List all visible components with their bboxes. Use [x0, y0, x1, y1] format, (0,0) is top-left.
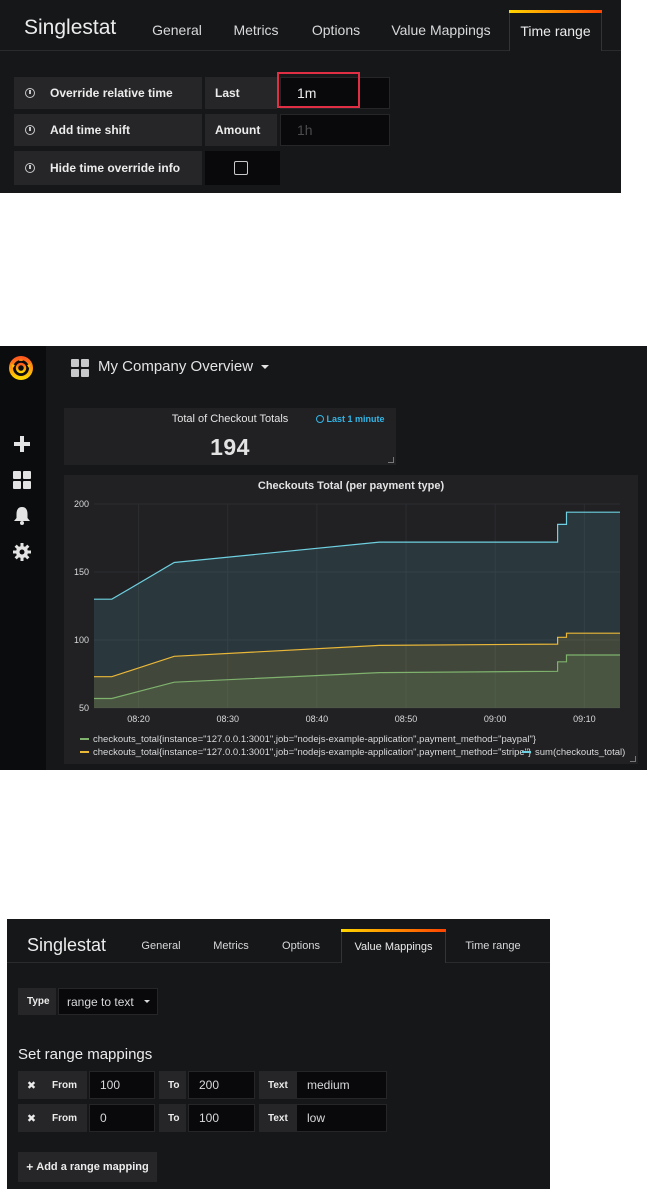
type-label: Type	[18, 988, 56, 1015]
x-tick-label: 08:50	[395, 714, 418, 724]
legend-item-paypal[interactable]: checkouts_total{instance="127.0.0.1:3001…	[80, 734, 536, 745]
series-line[interactable]	[94, 511, 620, 600]
last-label: Last	[205, 77, 277, 109]
x-tick-label: 09:10	[573, 714, 596, 724]
add-range-mapping-button[interactable]: + Add a range mapping	[18, 1152, 157, 1182]
editor-header: Singlestat General Metrics Options Value…	[7, 919, 550, 963]
configuration-gear-icon[interactable]	[12, 542, 32, 562]
clock-icon	[316, 415, 324, 423]
type-select[interactable]: range to text	[58, 988, 158, 1015]
clock-icon	[25, 125, 35, 135]
amount-label: Amount	[205, 114, 277, 146]
plus-icon: +	[26, 1160, 34, 1174]
value-mappings-editor: Singlestat General Metrics Options Value…	[7, 919, 550, 1189]
to-input[interactable]: 200	[188, 1071, 255, 1099]
panel-type-title: Singlestat	[24, 16, 117, 39]
legend-swatch	[80, 738, 89, 741]
to-label: To	[159, 1071, 186, 1099]
text-input[interactable]: medium	[296, 1071, 387, 1099]
dashboards-grid-icon[interactable]	[12, 470, 32, 490]
resize-handle-icon[interactable]	[630, 756, 636, 762]
hide-time-override-checkbox-cell[interactable]	[205, 151, 280, 185]
highlight-box	[277, 72, 360, 108]
hide-time-override-info-label: Hide time override info	[14, 151, 202, 185]
to-label: To	[159, 1104, 186, 1132]
text-label: Text	[259, 1071, 296, 1099]
panel-title[interactable]: Checkouts Total (per payment type)	[257, 480, 445, 492]
series-area	[94, 512, 620, 708]
x-tick-label: 08:30	[216, 714, 239, 724]
legend-item-sum[interactable]: sum(checkouts_total)	[522, 747, 625, 758]
from-input[interactable]: 0	[89, 1104, 155, 1132]
tab-general[interactable]: General	[152, 22, 202, 38]
legend-item-stripe[interactable]: checkouts_total{instance="127.0.0.1:3001…	[80, 747, 531, 758]
y-tick-label: 200	[74, 499, 89, 509]
caret-down-icon	[143, 1000, 150, 1003]
y-tick-label: 100	[74, 635, 89, 645]
side-menu	[0, 346, 46, 770]
graph-panel[interactable]: Checkouts Total (per payment type) 200 15…	[64, 475, 638, 764]
remove-mapping-button[interactable]: ✖	[18, 1071, 45, 1099]
y-tick-label: 50	[79, 703, 89, 713]
tab-metrics[interactable]: Metrics	[233, 22, 279, 38]
create-plus-icon[interactable]	[12, 434, 32, 454]
alerting-bell-icon[interactable]	[12, 506, 32, 526]
tab-time-range[interactable]: Time range	[509, 10, 602, 51]
to-input[interactable]: 100	[188, 1104, 255, 1132]
tab-general[interactable]: General	[141, 939, 181, 952]
series-line[interactable]	[94, 654, 620, 700]
from-input[interactable]: 100	[89, 1071, 155, 1099]
tab-time-range[interactable]: Time range	[465, 939, 521, 952]
section-title: Set range mappings	[18, 1046, 153, 1063]
tab-metrics[interactable]: Metrics	[213, 939, 249, 952]
tab-options[interactable]: Options	[282, 939, 320, 952]
series-line[interactable]	[94, 632, 620, 678]
relative-time-input[interactable]: 1m	[280, 77, 390, 109]
line-chart[interactable]: 200 150 100 50 08:20 08:30 08:40 08:50 09:00 09:1…	[64, 475, 638, 730]
add-time-shift-label: Add time shift	[14, 114, 202, 146]
time-info: Last 1 minute	[316, 414, 385, 424]
legend-swatch	[522, 751, 531, 754]
dashboard: My Company Overview Total of Checkout To…	[0, 346, 647, 770]
stat-value: 194	[210, 434, 250, 460]
grafana-logo-icon[interactable]	[8, 355, 34, 381]
from-label: From	[45, 1104, 87, 1132]
text-label: Text	[259, 1104, 296, 1132]
caret-down-icon	[261, 365, 270, 370]
time-range-editor: Singlestat General Metrics Options Value…	[0, 0, 621, 193]
from-label: From	[45, 1071, 87, 1099]
tab-value-mappings[interactable]: Value Mappings	[341, 929, 446, 963]
clock-icon	[25, 88, 35, 98]
hide-time-override-checkbox[interactable]	[234, 161, 248, 175]
panel-type-title: Singlestat	[27, 935, 107, 955]
series-area	[94, 633, 620, 708]
override-relative-time-label: Override relative time	[14, 77, 202, 109]
series-area	[94, 655, 620, 708]
dashboard-title: My Company Overview	[98, 358, 254, 375]
tab-options[interactable]: Options	[311, 22, 361, 38]
close-icon: ✖	[26, 1079, 37, 1092]
clock-icon	[25, 163, 35, 173]
singlestat-panel[interactable]: Total of Checkout Totals Last 1 minute 1…	[64, 408, 396, 465]
x-tick-label: 09:00	[484, 714, 507, 724]
dashboard-grid-icon	[71, 359, 89, 377]
close-icon: ✖	[26, 1112, 37, 1125]
dashboard-title-picker[interactable]: My Company Overview	[98, 358, 270, 375]
text-input[interactable]: low	[296, 1104, 387, 1132]
y-tick-label: 150	[74, 567, 89, 577]
time-shift-input[interactable]: 1h	[280, 114, 390, 146]
panel-title[interactable]: Total of Checkout Totals	[171, 413, 289, 425]
resize-handle-icon[interactable]	[388, 457, 394, 463]
remove-mapping-button[interactable]: ✖	[18, 1104, 45, 1132]
x-tick-label: 08:40	[306, 714, 329, 724]
legend-swatch	[80, 751, 89, 754]
editor-header: Singlestat General Metrics Options Value…	[0, 0, 621, 51]
x-tick-label: 08:20	[127, 714, 150, 724]
tab-value-mappings[interactable]: Value Mappings	[391, 22, 491, 38]
